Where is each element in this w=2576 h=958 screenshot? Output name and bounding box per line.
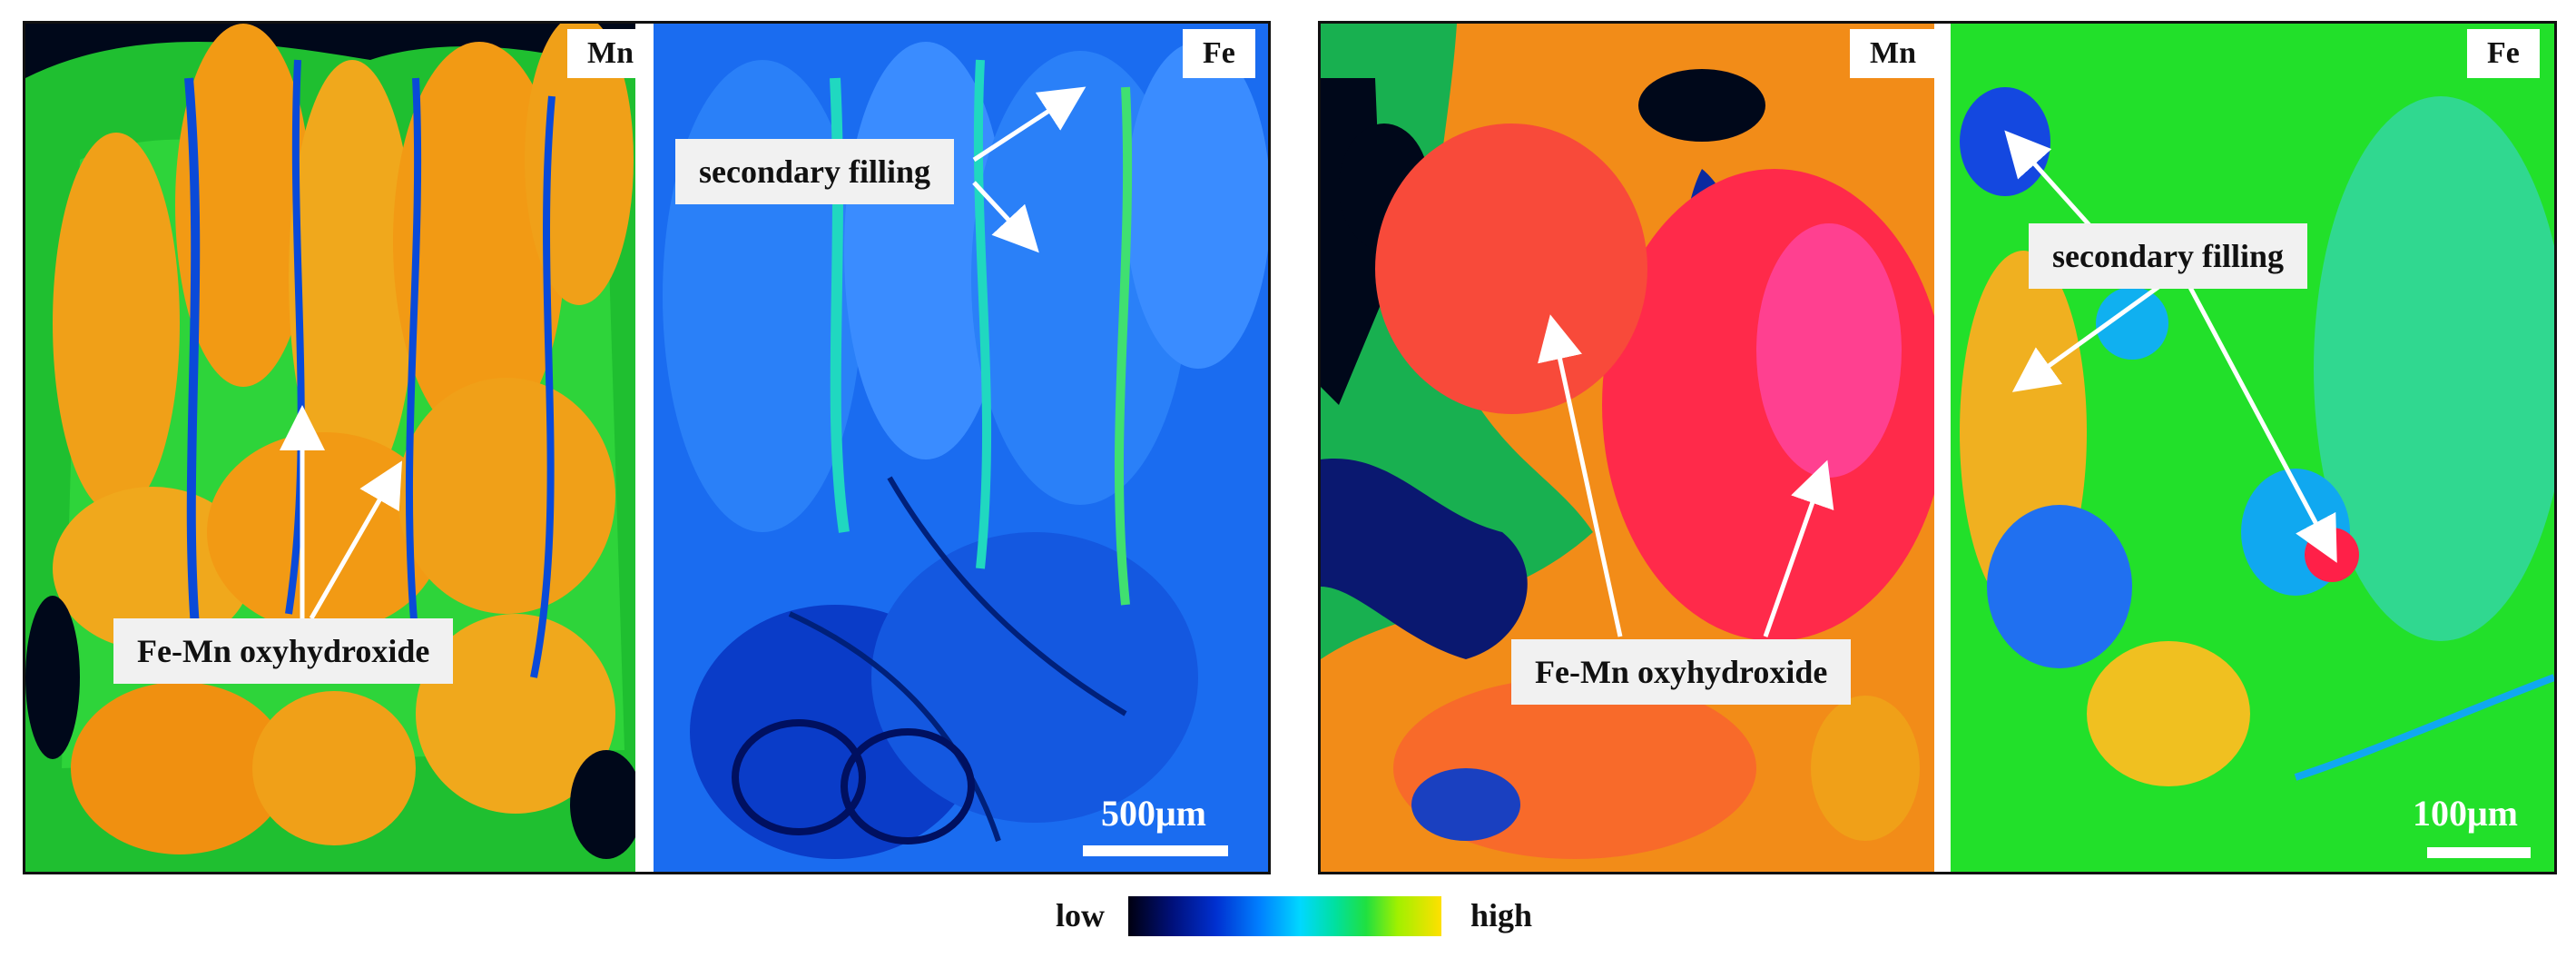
fe-element-map-b [1951, 24, 2554, 872]
mn-element-map-a [25, 24, 635, 872]
figure-panel-b: Mn Fe secondary filling Fe-Mn oxyhydroxi… [1318, 21, 2557, 874]
scale-bar [1083, 845, 1228, 856]
map-label-mn: Mn [567, 29, 654, 78]
legend-high-label: high [1470, 897, 1533, 933]
color-scale-bar [1128, 896, 1441, 936]
map-label-fe: Fe [2467, 29, 2540, 78]
callout-secondary-filling: secondary filling [2029, 223, 2308, 289]
mn-element-map-b [1321, 24, 1934, 872]
map-divider-a [635, 24, 654, 872]
map-label-fe: Fe [1183, 29, 1255, 78]
callout-fe-mn-oxyhydroxide: Fe-Mn oxyhydroxide [1511, 639, 1852, 705]
callout-fe-mn-oxyhydroxide: Fe-Mn oxyhydroxide [113, 618, 454, 684]
callout-secondary-filling: secondary filling [675, 139, 955, 204]
scale-bar-label: 100μm [2413, 793, 2518, 834]
scale-bar-label: 500μm [1101, 793, 1206, 834]
figure-panel-a: Mn Fe secondary filling Fe-Mn oxyhydroxi… [23, 21, 1271, 874]
legend-low-label: low [1056, 897, 1105, 933]
scale-bar [2427, 847, 2531, 858]
map-label-mn: Mn [1850, 29, 1936, 78]
map-divider-b [1934, 24, 1951, 872]
